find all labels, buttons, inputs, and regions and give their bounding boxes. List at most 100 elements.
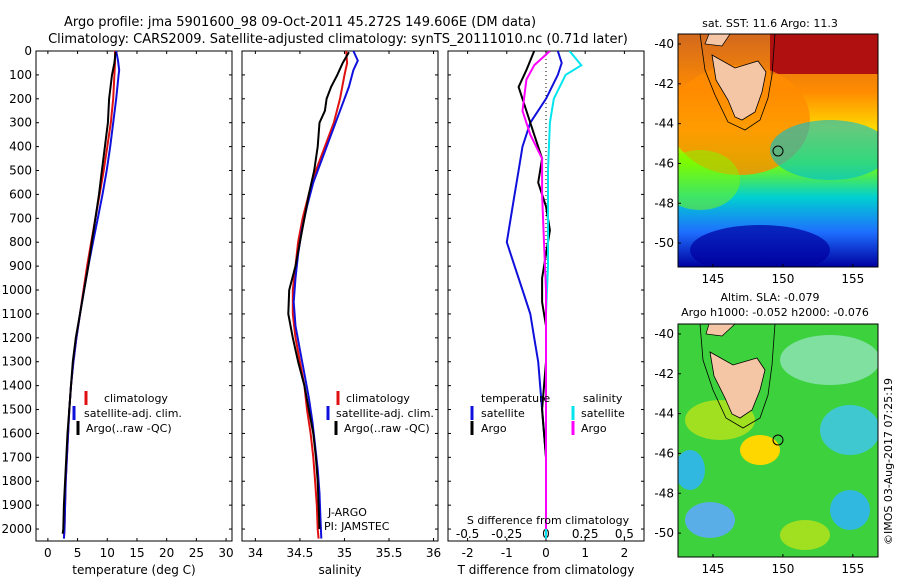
depth-contour [699, 34, 776, 131]
legend-label-climatology: climatology [346, 392, 410, 405]
annotation-project: J-ARGO [327, 506, 367, 519]
s-difference-label: S difference from climatology [467, 514, 630, 527]
map-y-tick-label: -40 [654, 327, 674, 341]
y-tick-label: 500 [9, 164, 32, 178]
y-tick-label: 1700 [1, 450, 32, 464]
map-y-tick-label: -50 [654, 236, 674, 250]
y-tick-label: 2000 [1, 522, 32, 536]
depth-contour [699, 324, 776, 429]
x-tick-label: 0 [542, 546, 550, 560]
y-tick-label: 1200 [1, 331, 32, 345]
temperature-panel: 0100200300400500600700800900100011001200… [1, 44, 233, 577]
y-tick-label: 700 [9, 211, 32, 225]
x-tick-label: 15 [129, 546, 144, 560]
map-y-tick-label: -50 [654, 526, 674, 540]
map-x-tick-label: 145 [702, 272, 725, 286]
temperature-x-axis-label: temperature (deg C) [72, 563, 195, 577]
legend-header-temperature: temperature [481, 392, 550, 405]
y-tick-label: 1300 [1, 355, 32, 369]
map-y-tick-label: -40 [654, 37, 674, 51]
y-tick-label: 1800 [1, 474, 32, 488]
x-tick-label: 35 [337, 546, 352, 560]
map-x-tick-label: 155 [841, 562, 864, 576]
legend-label-t-satellite: satellite [481, 407, 525, 420]
legend-label-satellite: satellite-adj. clim. [336, 407, 434, 420]
legend-header-salinity: salinity [583, 392, 623, 405]
map-y-tick-label: -48 [654, 486, 674, 500]
mainland-coast [704, 34, 731, 47]
map-x-tick-label: 155 [841, 272, 864, 286]
s-diff-tick-label: 0.5 [615, 527, 634, 541]
series-line-s-argo [521, 51, 551, 529]
sst-map-title: sat. SST: 11.6 Argo: 11.3 [702, 17, 838, 30]
y-tick-label: 200 [9, 92, 32, 106]
sst-map-frame [677, 33, 879, 268]
map-y-tick-label: -44 [654, 117, 674, 131]
y-tick-label: 1100 [1, 307, 32, 321]
legend-label-argo: Argo(..raw -QC) [344, 422, 430, 435]
x-tick-label: 20 [159, 546, 174, 560]
title-line-2: Climatology: CARS2009. Satellite-adjuste… [48, 32, 628, 47]
y-tick-label: 400 [9, 140, 32, 154]
map-y-tick-label: -44 [654, 407, 674, 421]
s-diff-tick-label: -0.25 [491, 527, 522, 541]
x-tick-label: 2 [621, 546, 629, 560]
sla-map-title: Altim. SLA: -0.079 [720, 291, 819, 304]
x-tick-label: -1 [501, 546, 513, 560]
x-tick-label: 36 [426, 546, 441, 560]
map-y-tick-label: -42 [654, 367, 674, 381]
map-y-tick-label: -48 [654, 196, 674, 210]
salinity-legend: climatology satellite-adj. clim. Argo(..… [324, 391, 434, 533]
sla-map-land [699, 324, 776, 429]
y-tick-label: 1500 [1, 403, 32, 417]
temperature-legend: climatology satellite-adj. clim. Argo(..… [72, 391, 182, 435]
difference-legend: temperature salinity satellite Argo sate… [467, 392, 630, 527]
map-y-tick-label: -46 [654, 446, 674, 460]
x-tick-label: 1 [581, 546, 589, 560]
x-tick-label: 34.5 [287, 546, 314, 560]
differences-x-axis-label: T difference from climatology [457, 563, 635, 577]
sst-map-land [699, 34, 776, 131]
mainland-coast [705, 324, 736, 337]
map-y-tick-label: -42 [654, 77, 674, 91]
s-diff-tick-label: -0.5 [456, 527, 479, 541]
y-tick-label: 300 [9, 116, 32, 130]
tasmania-island [709, 351, 766, 419]
sst-argo-marker [772, 145, 784, 157]
title-line-1: Argo profile: jma 5901600_98 09-Oct-2011… [64, 15, 536, 30]
y-tick-label: 600 [9, 187, 32, 201]
sla-map-frame [677, 323, 879, 558]
y-tick-label: 1900 [1, 498, 32, 512]
x-tick-label: -2 [462, 546, 474, 560]
differences-panel: -2 -1 0 1 2 T difference from climatology -0.5… [447, 50, 645, 577]
temperature-axes-frame [35, 50, 233, 542]
legend-label-t-argo: Argo [481, 422, 507, 435]
legend-label-climatology: climatology [104, 392, 168, 405]
x-tick-label: 35.5 [376, 546, 403, 560]
map-x-tick-label: 145 [702, 562, 725, 576]
legend-label-s-satellite: satellite [581, 407, 625, 420]
y-tick-label: 100 [9, 68, 32, 82]
credit-text: ©IMOS 03-Aug-2017 07:25:19 [882, 378, 895, 545]
tasmania-island [711, 54, 767, 121]
legend-label-s-argo: Argo [581, 422, 607, 435]
s-diff-tick-label: 0.25 [572, 527, 599, 541]
sla-map-subtitle: Argo h1000: -0.052 h2000: -0.076 [681, 306, 869, 319]
series-line-climatology [291, 51, 349, 539]
y-tick-label: 900 [9, 259, 32, 273]
salinity-panel: 34 34.5 35 35.5 36 salinity [241, 50, 441, 577]
y-tick-label: 1400 [1, 379, 32, 393]
legend-label-satellite: satellite-adj. clim. [84, 407, 182, 420]
map-y-tick-label: -46 [654, 156, 674, 170]
y-tick-label: 1600 [1, 426, 32, 440]
map-x-tick-label: 150 [771, 272, 794, 286]
series-line-t-satellite [505, 51, 563, 539]
y-tick-label: 800 [9, 235, 32, 249]
x-tick-label: 0 [44, 546, 52, 560]
salinity-axes-frame [241, 50, 439, 542]
x-tick-label: 30 [218, 546, 233, 560]
annotation-pi: PI: JAMSTEC [324, 520, 390, 533]
map-x-tick-label: 150 [771, 562, 794, 576]
